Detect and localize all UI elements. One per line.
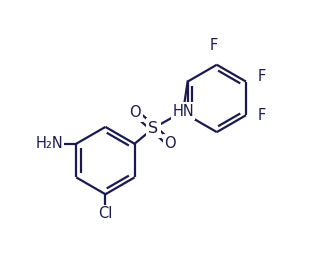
Text: S: S	[148, 121, 158, 136]
Text: O: O	[164, 136, 176, 151]
Text: H₂N: H₂N	[36, 136, 63, 151]
Text: F: F	[210, 38, 218, 53]
Text: F: F	[258, 69, 266, 84]
Text: O: O	[129, 105, 141, 120]
Text: Cl: Cl	[98, 206, 113, 221]
Text: HN: HN	[172, 104, 194, 119]
Text: F: F	[258, 108, 266, 123]
